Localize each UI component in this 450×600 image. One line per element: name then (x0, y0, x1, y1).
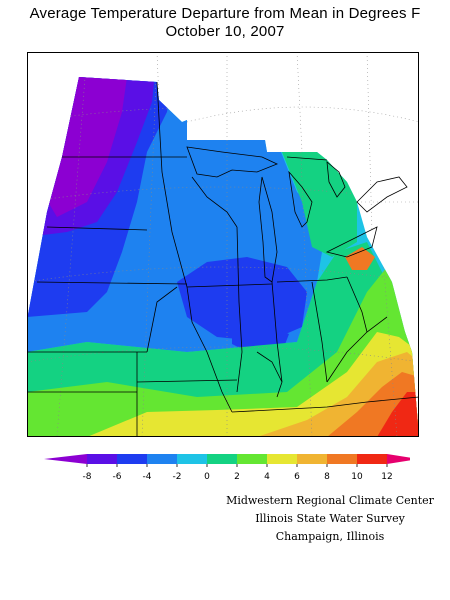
legend-tick-label: -4 (143, 472, 152, 482)
credit-location: Champaign, Illinois (275, 530, 385, 543)
legend-cell (267, 454, 297, 464)
legend-tick-label: 4 (264, 472, 270, 482)
legend-tick-label: 8 (324, 472, 330, 482)
legend-cell (327, 454, 357, 464)
state-boundaries (27, 81, 419, 437)
legend-tick-label: 6 (294, 472, 300, 482)
legend-tick-label: -6 (113, 472, 122, 482)
legend-cell (177, 454, 207, 464)
legend-arrow-high (387, 454, 410, 464)
legend-cell (357, 454, 387, 464)
map-title: Average Temperature Departure from Mean … (29, 5, 421, 22)
legend-tick-label: -2 (173, 472, 182, 482)
legend-cell (237, 454, 267, 464)
color-legend: -8 -6 -4 -2 0 2 4 6 8 10 12 (44, 454, 410, 482)
legend-cell (117, 454, 147, 464)
legend-cell (147, 454, 177, 464)
temperature-map (27, 52, 419, 437)
map-date: October 10, 2007 (165, 23, 285, 40)
legend-cell (207, 454, 237, 464)
legend-arrow-low (44, 454, 87, 464)
credit-survey: Illinois State Water Survey (255, 512, 405, 525)
legend-tick-label: 2 (234, 472, 240, 482)
credit-org: Midwestern Regional Climate Center (226, 494, 434, 507)
legend-cell (87, 454, 117, 464)
legend-tick-label: 0 (204, 472, 210, 482)
legend-tick-label: -8 (83, 472, 92, 482)
legend-tick-label: 10 (351, 472, 363, 482)
legend-tick-label: 12 (381, 472, 392, 482)
legend-cell (297, 454, 327, 464)
